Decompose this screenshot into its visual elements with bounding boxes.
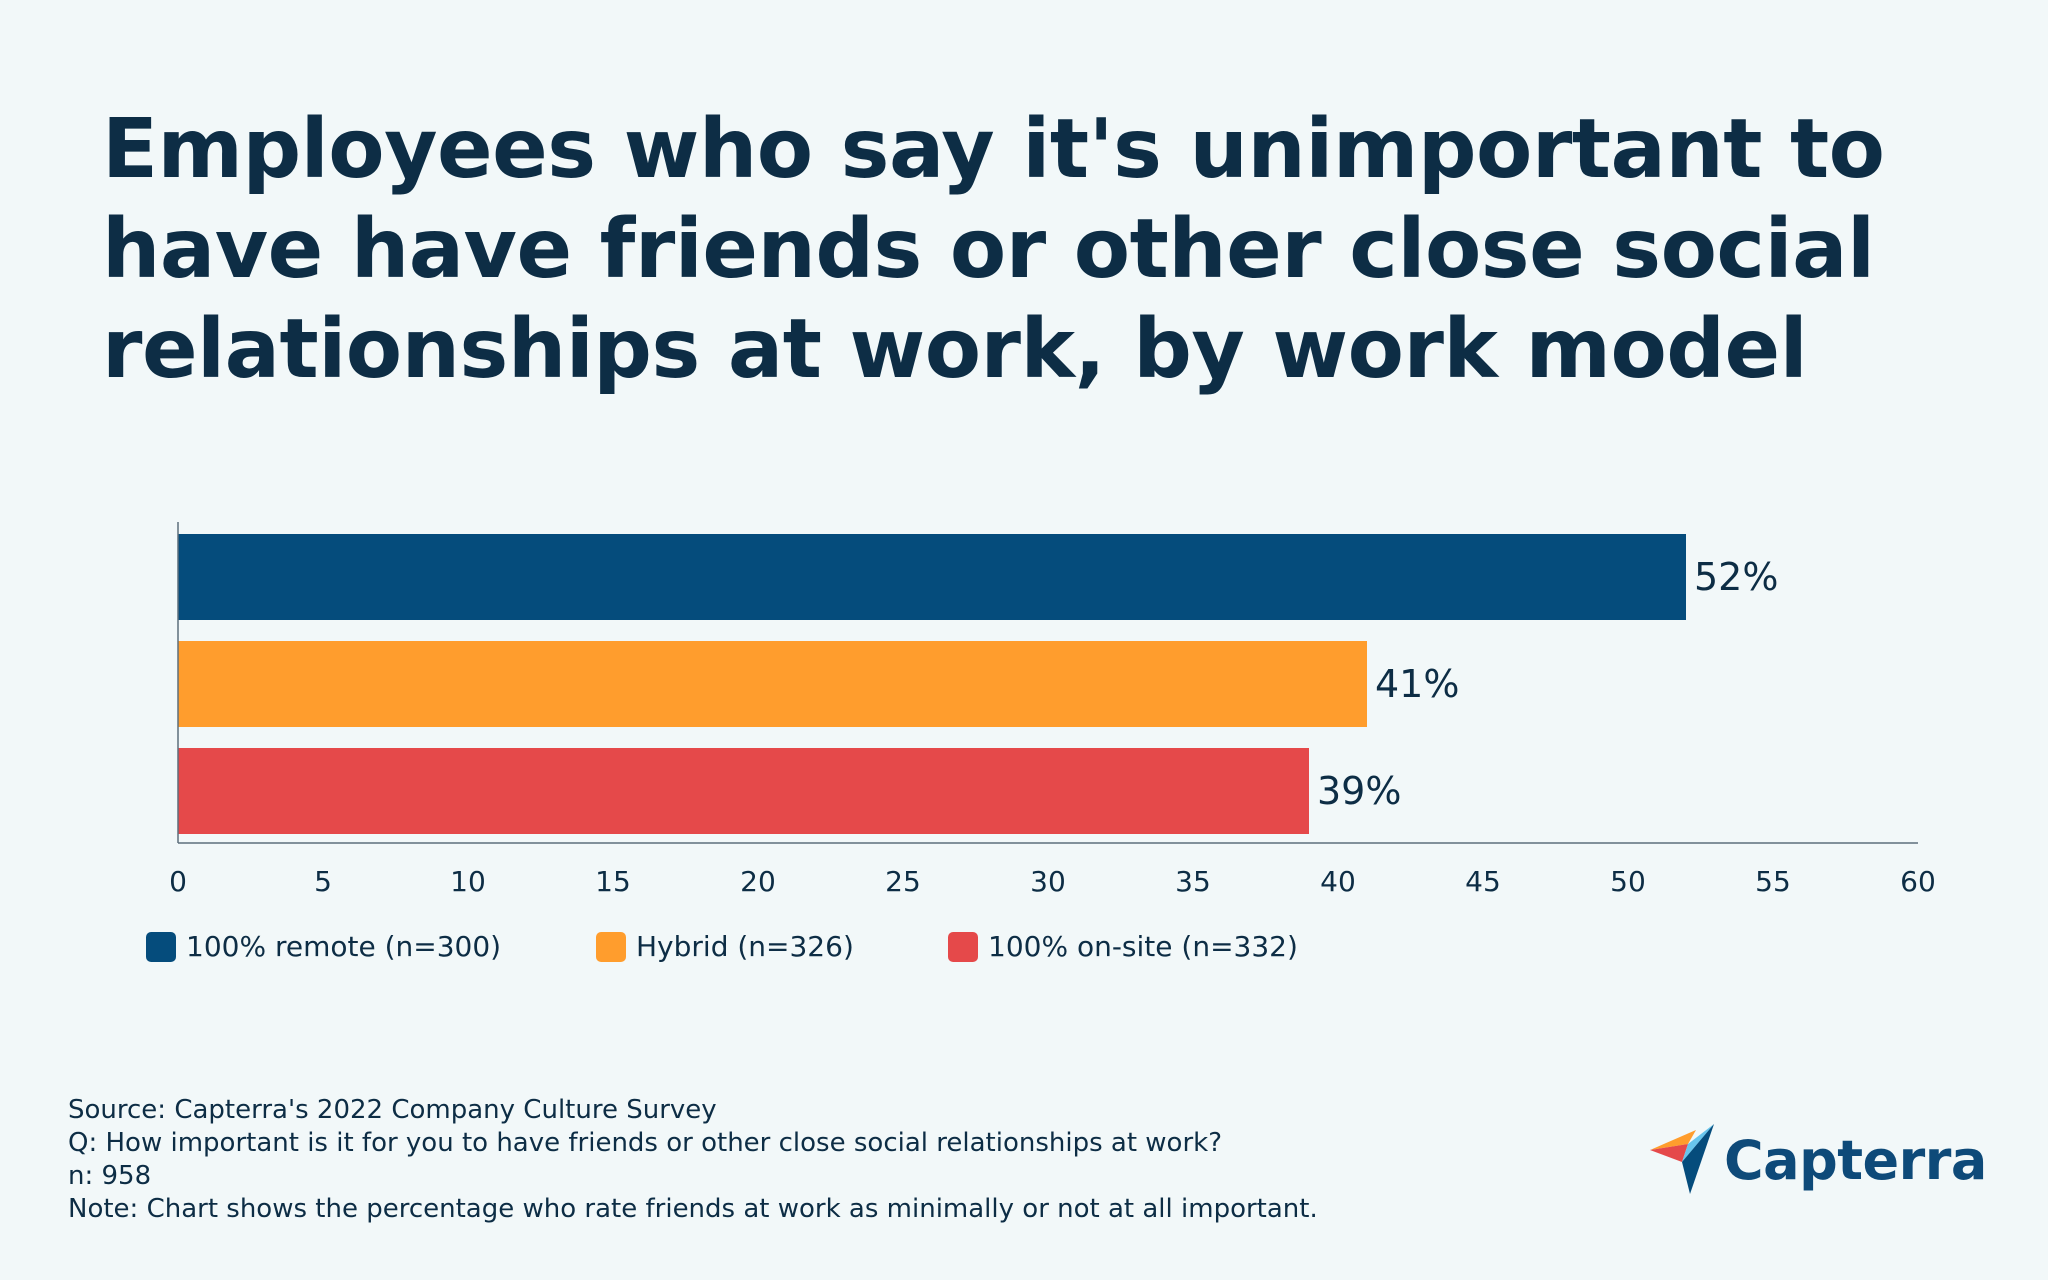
legend-swatch-onsite	[948, 931, 978, 962]
bars-layer	[178, 534, 1686, 834]
legend-item-remote: 100% remote (n=300)	[146, 930, 596, 963]
question-text: Q: How important is it for you to have f…	[68, 1128, 1223, 1158]
axes-layer	[177, 522, 1918, 844]
legend-item-onsite: 100% on-site (n=332)	[948, 930, 1298, 963]
legend-item-hybrid: Hybrid (n=326)	[596, 930, 948, 963]
x-tick-label-0: 0	[169, 865, 187, 898]
legend-swatch-remote	[146, 931, 176, 962]
chart-footer: Source: Capterra's 2022 Company Culture …	[68, 1094, 1318, 1226]
capterra-logo: Capterra	[1648, 1124, 1987, 1196]
data-label-1: 41%	[1375, 662, 1459, 706]
bar-1	[178, 641, 1367, 727]
x-tick-label-12: 60	[1900, 865, 1936, 898]
x-tick-label-1: 5	[314, 865, 332, 898]
note-text: Note: Chart shows the percentage who rat…	[68, 1194, 1318, 1224]
x-tick-labels: 0 5 10 15 20 25 30 35 40 45 50 55 60	[169, 865, 1936, 898]
data-labels: 52% 41% 39%	[1317, 555, 1778, 813]
chart-title: Employees who say it's unimportant to ha…	[102, 102, 1885, 397]
x-tick-label-3: 15	[595, 865, 631, 898]
legend: 100% remote (n=300) Hybrid (n=326) 100% …	[146, 930, 1298, 963]
x-tick-label-4: 20	[740, 865, 776, 898]
bar-2	[178, 748, 1309, 834]
x-tick-label-9: 45	[1465, 865, 1501, 898]
x-tick-label-7: 35	[1175, 865, 1211, 898]
legend-label-onsite: 100% on-site (n=332)	[988, 930, 1298, 963]
x-tick-label-10: 50	[1610, 865, 1646, 898]
source-text: Source: Capterra's 2022 Company Culture …	[68, 1095, 717, 1125]
legend-swatch-hybrid	[596, 931, 626, 962]
sample-size-text: n: 958	[68, 1161, 152, 1191]
legend-label-remote: 100% remote (n=300)	[186, 930, 502, 963]
x-tick-label-11: 55	[1755, 865, 1791, 898]
x-tick-label-5: 25	[885, 865, 921, 898]
logo-text: Capterra	[1724, 1128, 1987, 1192]
x-tick-label-6: 30	[1030, 865, 1066, 898]
data-label-2: 39%	[1317, 769, 1401, 813]
x-tick-label-2: 10	[450, 865, 486, 898]
capterra-arrow-icon	[1650, 1124, 1714, 1194]
data-label-0: 52%	[1694, 555, 1778, 599]
x-tick-label-8: 40	[1320, 865, 1356, 898]
bar-chart: 0 5 10 15 20 25 30 35 40 45 50 55 60 52% 41% 39%	[169, 522, 1936, 898]
bar-0	[178, 534, 1686, 620]
legend-label-hybrid: Hybrid (n=326)	[636, 930, 854, 963]
